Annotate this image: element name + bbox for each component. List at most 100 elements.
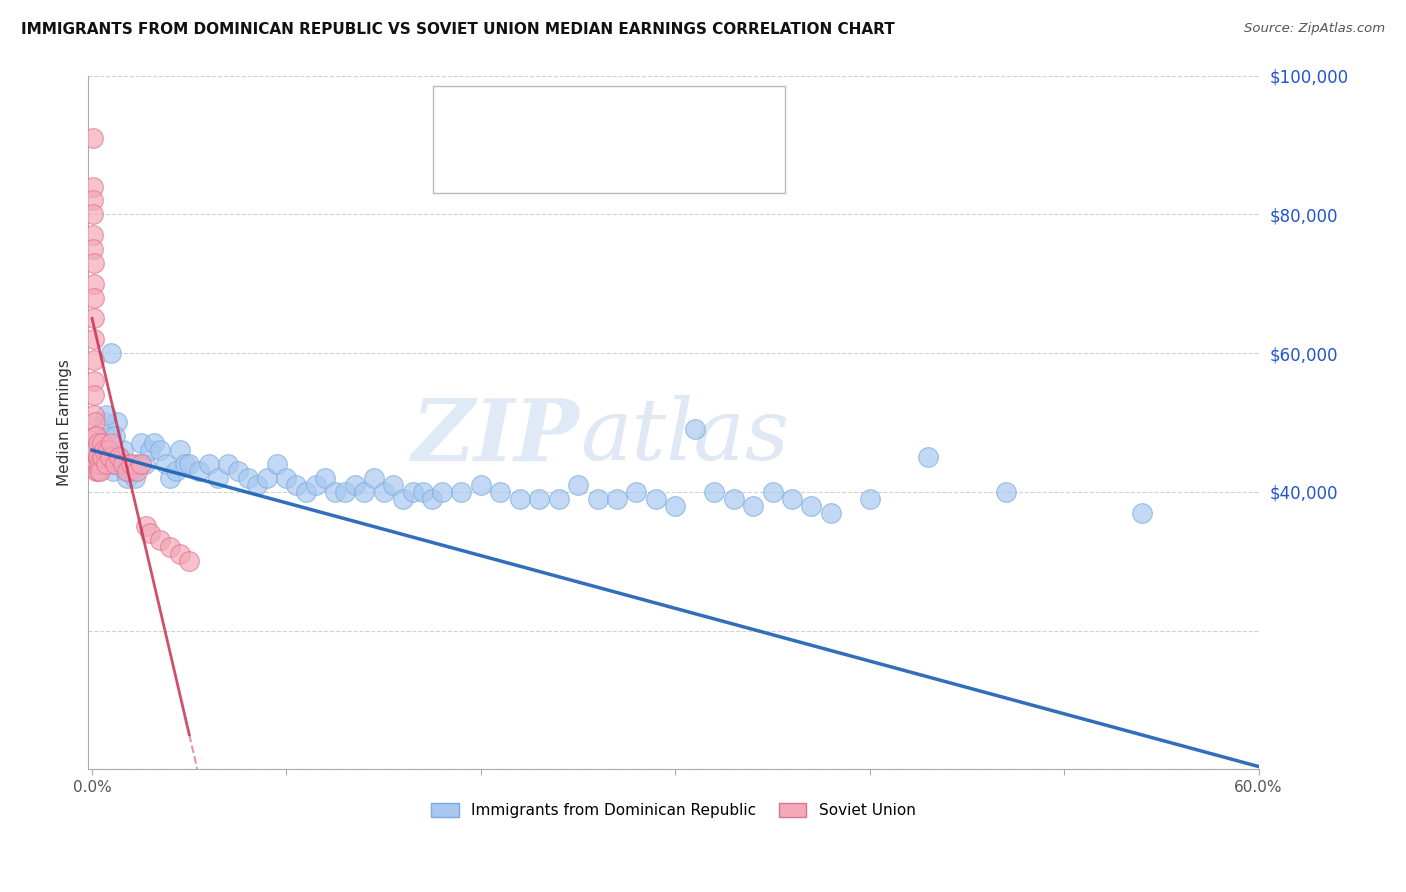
Point xyxy=(547,491,569,506)
Point xyxy=(994,484,1017,499)
Point xyxy=(430,484,453,499)
Point xyxy=(382,478,405,492)
Point xyxy=(125,464,148,478)
Point xyxy=(100,429,122,443)
Point xyxy=(169,443,191,458)
Point xyxy=(98,450,121,464)
Point xyxy=(266,457,288,471)
Point xyxy=(94,409,117,423)
Point xyxy=(304,478,326,492)
Point xyxy=(586,491,609,506)
Point xyxy=(139,526,162,541)
Point xyxy=(84,464,107,478)
Point xyxy=(97,443,120,458)
Point xyxy=(780,491,803,506)
Point xyxy=(108,450,131,464)
Point xyxy=(159,471,181,485)
Point xyxy=(118,457,141,471)
Point xyxy=(124,471,146,485)
Point xyxy=(143,436,166,450)
Point xyxy=(343,478,366,492)
Point xyxy=(489,484,512,499)
Point xyxy=(353,484,375,499)
Point xyxy=(90,436,112,450)
Text: IMMIGRANTS FROM DOMINICAN REPUBLIC VS SOVIET UNION MEDIAN EARNINGS CORRELATION C: IMMIGRANTS FROM DOMINICAN REPUBLIC VS SO… xyxy=(21,22,894,37)
Point xyxy=(112,457,135,471)
Point xyxy=(122,464,145,478)
Point xyxy=(82,242,104,256)
Point xyxy=(125,457,148,471)
Point xyxy=(100,346,122,360)
Point xyxy=(373,484,395,499)
Point xyxy=(742,499,765,513)
Point xyxy=(83,374,105,388)
Point xyxy=(84,429,107,443)
Point xyxy=(295,484,318,499)
Point xyxy=(761,484,783,499)
Point xyxy=(84,416,107,430)
Point xyxy=(412,484,434,499)
Point xyxy=(87,450,110,464)
Point xyxy=(420,491,443,506)
Point xyxy=(83,387,105,401)
Legend: Immigrants from Dominican Republic, Soviet Union: Immigrants from Dominican Republic, Sovi… xyxy=(425,797,922,824)
Point xyxy=(82,131,104,145)
Point xyxy=(82,228,104,243)
Point xyxy=(108,450,131,464)
Point xyxy=(84,429,107,443)
Point xyxy=(392,491,415,506)
Point xyxy=(105,416,128,430)
Point xyxy=(110,457,132,471)
Point xyxy=(179,457,201,471)
Point xyxy=(87,443,110,458)
Point xyxy=(84,443,107,458)
Point xyxy=(333,484,356,499)
Point xyxy=(859,491,882,506)
Point xyxy=(104,429,127,443)
Point xyxy=(683,422,706,436)
Point xyxy=(450,484,472,499)
Point xyxy=(97,457,120,471)
Point xyxy=(363,471,385,485)
Point xyxy=(83,291,105,305)
Point xyxy=(120,464,142,478)
Point xyxy=(82,207,104,221)
Point xyxy=(82,179,104,194)
Point xyxy=(256,471,278,485)
Point xyxy=(606,491,628,506)
Point xyxy=(83,353,105,368)
Point xyxy=(89,457,111,471)
Point xyxy=(207,471,229,485)
Point xyxy=(149,533,172,548)
Point xyxy=(93,416,115,430)
Point xyxy=(115,471,138,485)
Point xyxy=(82,194,104,208)
Point xyxy=(149,443,172,458)
Text: Source: ZipAtlas.com: Source: ZipAtlas.com xyxy=(1244,22,1385,36)
Text: ZIP: ZIP xyxy=(412,394,579,478)
Point xyxy=(323,484,346,499)
Point xyxy=(89,464,111,478)
Point xyxy=(135,519,157,533)
Point xyxy=(664,499,686,513)
Point xyxy=(84,443,107,458)
Point xyxy=(917,450,939,464)
Point xyxy=(159,541,181,555)
Point xyxy=(470,478,492,492)
Point xyxy=(83,277,105,291)
Point xyxy=(197,457,219,471)
Point xyxy=(1130,506,1153,520)
Point xyxy=(703,484,725,499)
Point xyxy=(94,457,117,471)
Point xyxy=(100,436,122,450)
Point xyxy=(87,464,110,478)
Point xyxy=(139,443,162,458)
Point xyxy=(314,471,336,485)
Point xyxy=(723,491,745,506)
Point xyxy=(567,478,589,492)
Point xyxy=(98,450,121,464)
Point xyxy=(276,471,298,485)
Point xyxy=(84,457,107,471)
Point xyxy=(84,457,107,471)
Point xyxy=(83,332,105,346)
